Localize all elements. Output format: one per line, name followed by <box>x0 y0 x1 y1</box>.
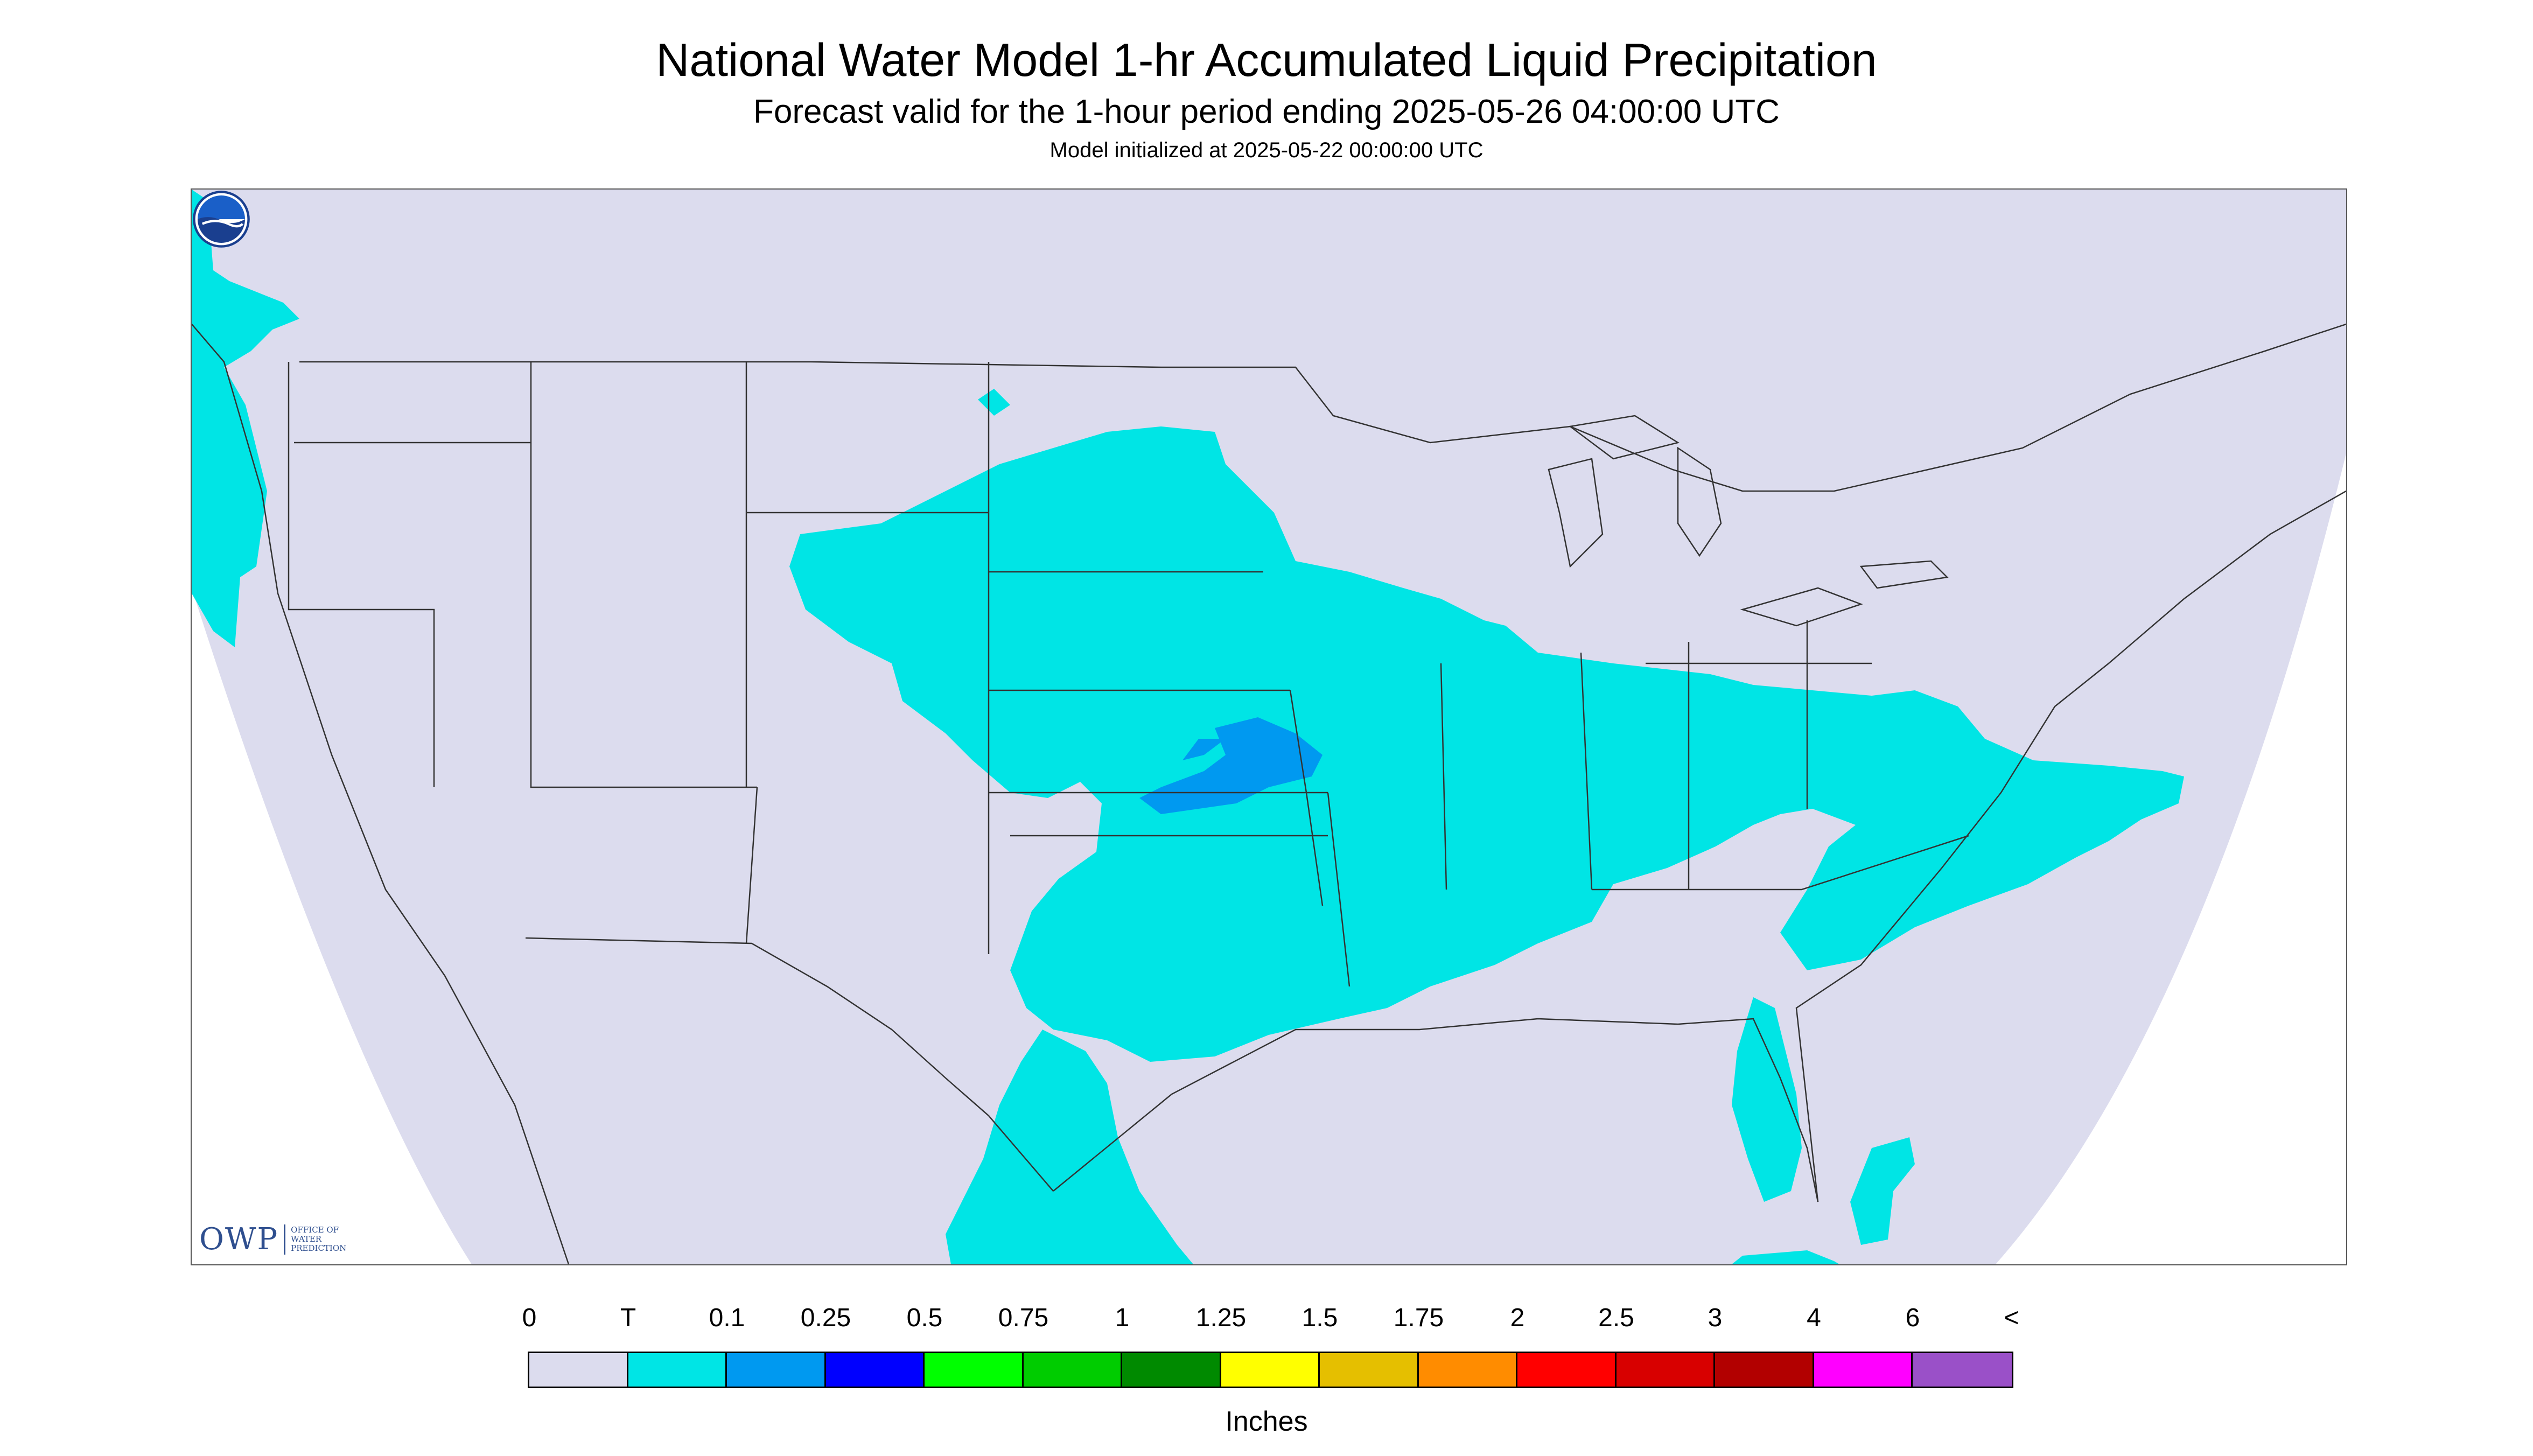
boundary-lines <box>192 323 2346 1264</box>
legend-labels: 0 T 0.1 0.25 0.5 0.75 1 1.25 1.5 1.75 2 2.5 3 4 6 < <box>0 1303 2533 1335</box>
legend-swatch <box>1814 1353 1913 1387</box>
map-canvas <box>192 190 2346 1264</box>
precip-great-plains-east <box>789 426 2184 1062</box>
forecast-valid-subtitle: Forecast valid for the 1-hour period end… <box>753 93 1780 130</box>
precip-trace-areas <box>192 190 2184 1264</box>
legend-label: 1.25 <box>1195 1304 1247 1332</box>
legend-swatch <box>1221 1353 1320 1387</box>
legend-label: 3 <box>1708 1304 1723 1332</box>
precip-kansas-blue <box>1139 717 1323 814</box>
owp-logo-text: Office of Water Prediction <box>291 1226 346 1253</box>
legend-label: < <box>2004 1304 2019 1332</box>
legend-swatch <box>1913 1353 2012 1387</box>
legend-swatch <box>825 1353 925 1387</box>
legend-label: T <box>620 1304 636 1332</box>
legend-label: 6 <box>1905 1304 1920 1332</box>
legend-swatch <box>1715 1353 1814 1387</box>
legend-label: 1.5 <box>1302 1304 1338 1332</box>
coastline-west <box>192 324 570 1264</box>
legend-label: 0.1 <box>709 1304 745 1332</box>
state-lines-east <box>1327 620 1969 987</box>
owp-logo-line: Prediction <box>291 1243 347 1253</box>
map-title: National Water Model 1-hr Accumulated Li… <box>656 34 1877 86</box>
great-lakes <box>1548 415 1949 627</box>
state-lines-west <box>288 362 990 788</box>
legend-swatch <box>1418 1353 1517 1387</box>
legend-swatch <box>727 1353 826 1387</box>
owp-logo: OWP Office of Water Prediction <box>199 1222 346 1257</box>
precip-gulf-south <box>1732 1250 1839 1264</box>
precip-florida <box>1732 997 1802 1202</box>
domain-mask-right <box>1996 453 2346 1264</box>
coastline-atlantic <box>1795 490 2346 1202</box>
legend-label: 0.25 <box>800 1304 851 1332</box>
precip-pacific-northwest <box>192 190 299 647</box>
precip-light-areas <box>1139 717 1323 814</box>
legend-label: 0 <box>522 1304 537 1332</box>
noaa-logo-icon <box>193 191 250 248</box>
legend-color-bar <box>528 1352 2013 1388</box>
mexico-border <box>525 937 1054 1192</box>
legend-units: Inches <box>1225 1406 1308 1437</box>
precip-cuba <box>1850 1137 1915 1245</box>
precip-nebraska-blue <box>1182 739 1226 760</box>
legend-swatch <box>1616 1353 1715 1387</box>
legend-label: 4 <box>1807 1304 1821 1332</box>
legend-swatch <box>529 1353 628 1387</box>
owp-logo-mark: OWP <box>199 1222 279 1257</box>
domain-mask-left <box>192 588 472 1264</box>
legend-swatch <box>1517 1353 1617 1387</box>
precip-texas-south <box>946 1030 1193 1264</box>
canada-us-border <box>299 323 2346 492</box>
legend-swatch <box>628 1353 727 1387</box>
state-lines-central <box>745 571 1328 954</box>
legend-swatch <box>1023 1353 1122 1387</box>
legend-label: 2.5 <box>1598 1304 1634 1332</box>
legend-label: 1 <box>1115 1304 1130 1332</box>
coastline-gulf <box>1053 1018 1819 1202</box>
owp-logo-divider <box>284 1224 286 1255</box>
legend-label: 0.5 <box>906 1304 943 1332</box>
owp-logo-line: Water <box>291 1234 322 1244</box>
legend-label: 0.75 <box>998 1304 1049 1332</box>
precip-idaho-blob <box>978 389 1010 416</box>
legend-swatch <box>1122 1353 1221 1387</box>
legend-label: 1.75 <box>1393 1304 1444 1332</box>
legend-swatch <box>1320 1353 1419 1387</box>
precipitation-map[interactable]: OWP Office of Water Prediction <box>191 188 2347 1265</box>
legend-label: 2 <box>1510 1304 1525 1332</box>
model-init-label: Model initialized at 2025-05-22 00:00:00… <box>1049 138 1484 162</box>
owp-logo-line: Office of <box>291 1225 339 1235</box>
legend-swatch <box>925 1353 1024 1387</box>
